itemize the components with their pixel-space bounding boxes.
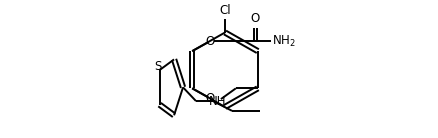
Text: O: O [205, 35, 215, 48]
Text: O: O [205, 92, 215, 105]
Text: NH: NH [209, 95, 226, 108]
Text: Cl: Cl [219, 4, 231, 17]
Text: NH$_2$: NH$_2$ [272, 34, 296, 49]
Text: S: S [154, 60, 161, 73]
Text: O: O [251, 12, 260, 25]
